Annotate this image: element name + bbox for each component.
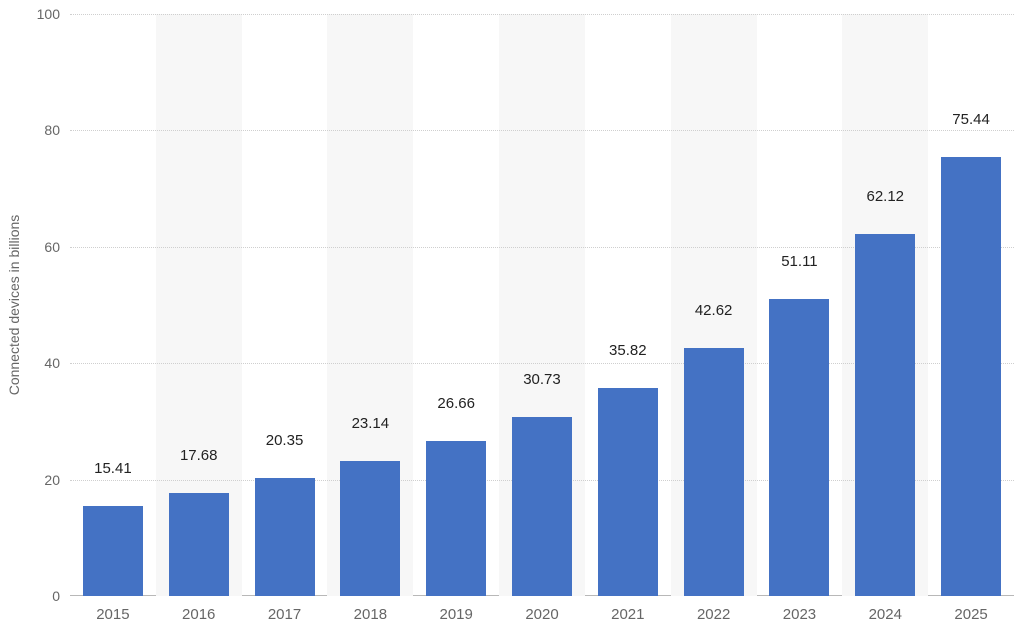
x-tick-label: 2024 xyxy=(869,596,902,623)
y-tick-label: 80 xyxy=(44,122,70,138)
bar xyxy=(255,478,315,596)
y-tick-label: 40 xyxy=(44,355,70,371)
x-tick-label: 2019 xyxy=(439,596,472,623)
bar xyxy=(340,461,400,596)
x-tick-label: 2023 xyxy=(783,596,816,623)
bar xyxy=(855,234,915,596)
bar-value-label: 62.12 xyxy=(842,188,928,211)
x-tick-label: 2017 xyxy=(268,596,301,623)
bar-value-label: 42.62 xyxy=(671,302,757,325)
plot-area: 02040608010015.41201517.68201620.3520172… xyxy=(70,14,1014,596)
x-tick-label: 2020 xyxy=(525,596,558,623)
y-axis-label: Connected devices in billions xyxy=(6,215,22,396)
bar-value-label: 35.82 xyxy=(585,342,671,365)
bar xyxy=(169,493,229,596)
bar-value-label: 26.66 xyxy=(413,395,499,418)
bar-value-label: 30.73 xyxy=(499,371,585,394)
bar xyxy=(941,157,1001,596)
x-tick-label: 2015 xyxy=(96,596,129,623)
x-tick-label: 2016 xyxy=(182,596,215,623)
bar xyxy=(598,388,658,596)
x-tick-label: 2018 xyxy=(354,596,387,623)
x-tick-label: 2021 xyxy=(611,596,644,623)
bar xyxy=(512,417,572,596)
bar xyxy=(684,348,744,596)
bar xyxy=(426,441,486,596)
bar-chart: Connected devices in billions 0204060801… xyxy=(0,0,1024,631)
y-tick-label: 60 xyxy=(44,239,70,255)
x-tick-label: 2022 xyxy=(697,596,730,623)
bar-value-label: 15.41 xyxy=(70,460,156,483)
y-tick-label: 20 xyxy=(44,472,70,488)
bar-value-label: 75.44 xyxy=(928,111,1014,134)
x-tick-label: 2025 xyxy=(954,596,987,623)
gridline xyxy=(70,14,1014,15)
y-tick-label: 0 xyxy=(52,588,70,604)
gridline xyxy=(70,130,1014,131)
y-tick-label: 100 xyxy=(37,6,70,22)
bar xyxy=(769,299,829,596)
bar-value-label: 20.35 xyxy=(242,432,328,455)
bar-value-label: 51.11 xyxy=(757,253,843,276)
bar xyxy=(83,506,143,596)
bar-value-label: 23.14 xyxy=(327,415,413,438)
bar-value-label: 17.68 xyxy=(156,447,242,470)
